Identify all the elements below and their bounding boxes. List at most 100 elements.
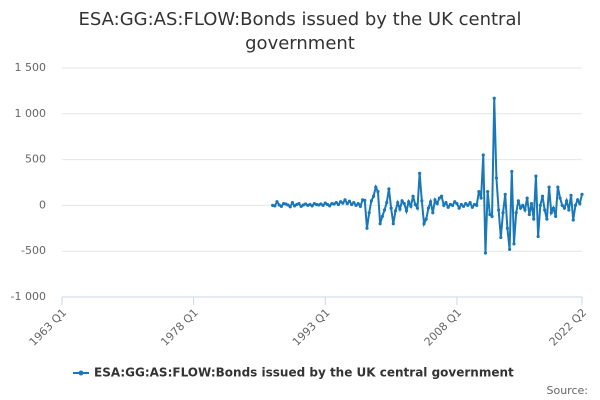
x-tick-label: 2008 Q1 — [422, 306, 465, 349]
point — [529, 201, 534, 206]
point — [409, 204, 413, 208]
point — [507, 247, 512, 251]
point — [556, 185, 560, 189]
point — [420, 199, 424, 203]
y-tick-label: 500 — [25, 153, 46, 166]
point — [407, 200, 411, 204]
point — [343, 198, 347, 202]
point — [275, 200, 279, 204]
point — [321, 203, 325, 207]
point — [382, 208, 387, 212]
point — [279, 204, 284, 208]
point — [562, 206, 567, 210]
point — [558, 196, 562, 200]
point — [365, 226, 369, 230]
point — [433, 198, 437, 202]
point — [492, 96, 496, 100]
point — [371, 194, 376, 198]
point — [475, 203, 479, 207]
point — [457, 206, 461, 210]
point — [525, 196, 529, 200]
point — [494, 176, 499, 180]
point — [567, 208, 571, 212]
point — [547, 185, 551, 189]
point — [565, 199, 569, 203]
point — [380, 214, 384, 218]
point — [418, 171, 422, 175]
point — [435, 201, 439, 206]
point — [534, 174, 538, 178]
point — [288, 205, 292, 209]
point — [580, 192, 584, 197]
source: Source: — [547, 384, 589, 397]
point — [354, 203, 358, 207]
point — [545, 217, 549, 221]
point — [499, 235, 503, 240]
point — [404, 209, 409, 213]
point — [521, 203, 525, 207]
point — [532, 217, 536, 221]
point — [273, 204, 277, 208]
point — [415, 206, 420, 210]
point — [554, 214, 558, 218]
point — [385, 201, 389, 205]
point — [387, 187, 391, 191]
point — [358, 204, 362, 208]
point — [490, 214, 494, 218]
point — [543, 208, 547, 212]
point — [560, 203, 564, 207]
y-tick-label: -500 — [21, 244, 46, 257]
point — [538, 203, 542, 207]
point — [551, 206, 556, 210]
x-tick-label: 2022 Q2 — [547, 306, 590, 349]
chart-title: ESA:GG:AS:FLOW:Bonds issued by the UK ce… — [78, 9, 522, 54]
point — [369, 199, 373, 203]
point — [347, 199, 352, 203]
point — [426, 206, 431, 210]
x-tick-label: 1978 Q1 — [158, 306, 201, 349]
point — [336, 202, 341, 207]
point — [356, 201, 360, 206]
point — [461, 204, 466, 208]
point — [341, 201, 345, 205]
point — [464, 201, 468, 206]
point — [497, 208, 501, 212]
point — [429, 200, 433, 204]
point — [363, 198, 367, 202]
point — [328, 204, 332, 208]
point — [444, 201, 448, 205]
point — [536, 234, 540, 239]
point — [514, 211, 518, 215]
point — [486, 190, 490, 194]
point — [523, 208, 527, 212]
point — [431, 211, 435, 215]
point — [468, 201, 472, 205]
point — [402, 201, 406, 206]
point — [350, 202, 354, 207]
y-tick-label: 1 500 — [15, 61, 47, 74]
point — [527, 212, 531, 217]
point — [573, 203, 578, 207]
point — [422, 222, 426, 226]
point — [290, 201, 294, 205]
point — [479, 196, 483, 200]
point — [286, 203, 290, 207]
point — [393, 209, 398, 213]
point — [345, 201, 349, 206]
point — [391, 222, 395, 226]
point — [501, 211, 505, 215]
point — [466, 203, 470, 207]
point — [571, 218, 575, 222]
point — [540, 194, 545, 198]
point — [400, 199, 404, 203]
point — [470, 205, 474, 209]
point — [549, 211, 553, 215]
point — [439, 194, 444, 198]
point — [512, 242, 516, 246]
point — [569, 193, 573, 197]
point — [450, 203, 455, 207]
point — [576, 198, 580, 202]
legend-marker — [78, 370, 84, 376]
point — [310, 204, 314, 208]
